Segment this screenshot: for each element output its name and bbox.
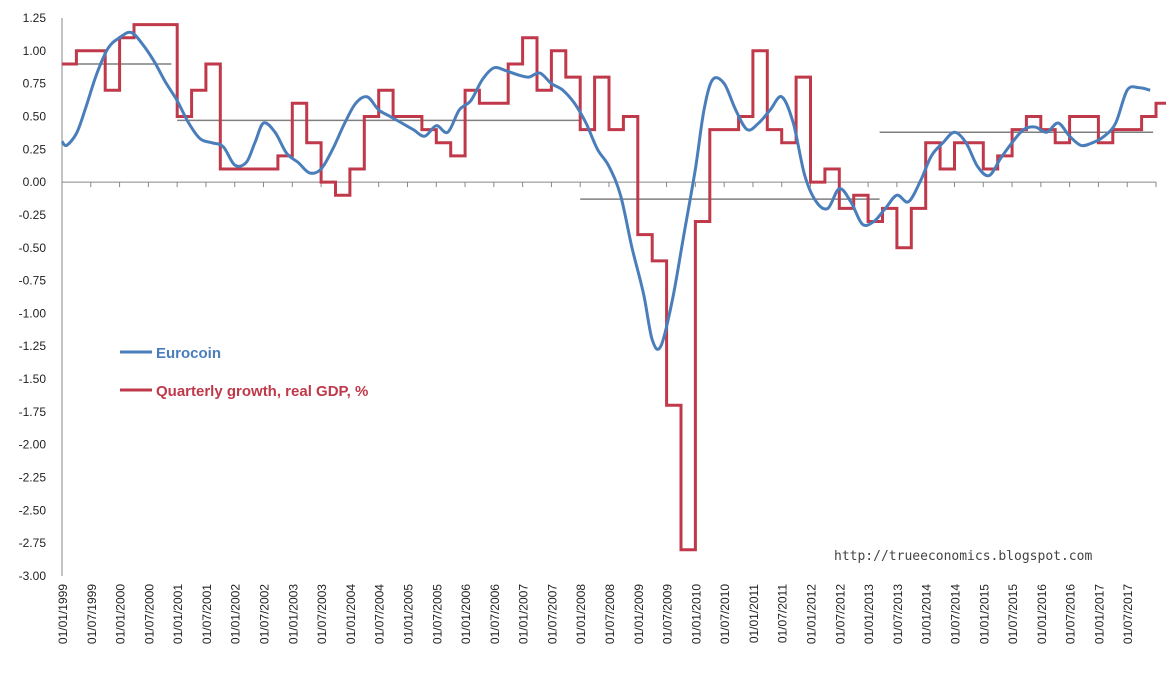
legend-label-eurocoin: Eurocoin [156,345,221,362]
x-axis [61,181,1157,188]
x-tick-label: 01/01/2017 [1092,584,1106,644]
x-tick-label: 01/07/2005 [430,584,444,644]
y-tick-label: 1.00 [23,44,47,58]
x-tick-label: 01/07/2015 [1006,584,1020,644]
x-tick-label: 01/07/2000 [142,584,156,644]
x-tick-label: 01/01/2006 [459,584,473,644]
x-tick-label: 01/01/2016 [1035,584,1049,644]
y-tick-label: 1.25 [23,11,47,25]
y-tick-label: -2.25 [19,471,47,485]
source-annotation: http://trueeconomics.blogspot.com [834,549,1092,564]
x-tick-label: 01/07/2003 [315,584,329,644]
gdp-series [62,23,1166,552]
y-tick-label: -2.75 [19,536,47,550]
x-tick-label: 01/07/2012 [833,584,847,644]
x-tick-label: 01/07/2006 [488,584,502,644]
x-tick-label: 01/07/2001 [200,584,214,644]
y-tick-label: -0.25 [19,208,47,222]
x-axis-ticks: 01/01/1999 01/07/1999 01/01/2000 01/07/2000… [56,584,1135,644]
x-tick-label: 01/07/2013 [891,584,905,644]
y-tick-label: -1.25 [19,339,47,353]
x-tick-label: 01/01/2008 [574,584,588,644]
x-tick-label: 01/01/2003 [286,584,300,644]
x-tick-label: 01/07/2014 [948,584,962,644]
x-tick-label: 01/01/2001 [171,584,185,644]
y-axis-ticks: 1.25 1.00 0.75 0.50 0.25 0.00 -0.25 -0.50 -0.75 -… [19,11,63,583]
y-tick-label: 0.25 [23,142,47,156]
x-tick-label: 01/07/2002 [258,584,272,644]
legend: Eurocoin Quarterly growth, real GDP, % [120,345,368,400]
x-tick-label: 01/01/2014 [920,584,934,644]
eurocoin-series [60,30,1151,351]
y-tick-label: -1.50 [19,372,47,386]
x-tick-label: 01/01/2000 [114,584,128,644]
x-tick-label: 01/01/2002 [229,584,243,644]
y-tick-label: -1.75 [19,405,47,419]
x-tick-label: 01/01/2009 [632,584,646,644]
x-tick-label: 01/01/2011 [747,584,761,643]
eurocoin-line [60,30,1151,351]
y-tick-label: -0.50 [19,241,47,255]
y-tick-label: -1.00 [19,306,47,320]
y-tick-label: 0.75 [23,77,47,91]
x-tick-label: 01/07/2007 [545,584,559,644]
x-tick-label: 01/07/2017 [1121,584,1135,644]
y-tick-label: -2.50 [19,503,47,517]
y-tick-label: -0.75 [19,274,47,288]
y-tick-label: -3.00 [19,569,47,583]
y-tick-label: 0.50 [23,109,47,123]
x-tick-label: 01/01/1999 [56,584,70,644]
legend-label-gdp: Quarterly growth, real GDP, % [156,383,368,400]
x-tick-label: 01/07/2004 [373,584,387,644]
x-tick-label: 01/01/2004 [344,584,358,644]
x-tick-label: 01/07/2008 [603,584,617,644]
y-tick-label: 0.00 [23,175,47,189]
x-tick-label: 01/01/2005 [401,584,415,644]
x-tick-label: 01/07/1999 [85,584,99,644]
x-tick-label: 01/01/2010 [689,584,703,644]
gdp-growth-line [62,23,1166,552]
x-tick-label: 01/01/2013 [862,584,876,644]
x-tick-label: 01/07/2009 [661,584,675,644]
x-tick-label: 01/07/2010 [718,584,732,644]
x-tick-label: 01/01/2007 [517,584,531,644]
x-tick-label: 01/01/2015 [977,584,991,644]
x-tick-label: 01/07/2011 [776,584,790,643]
y-tick-label: -2.00 [19,438,47,452]
x-tick-label: 01/07/2016 [1064,584,1078,644]
x-tick-label: 01/01/2012 [805,584,819,644]
